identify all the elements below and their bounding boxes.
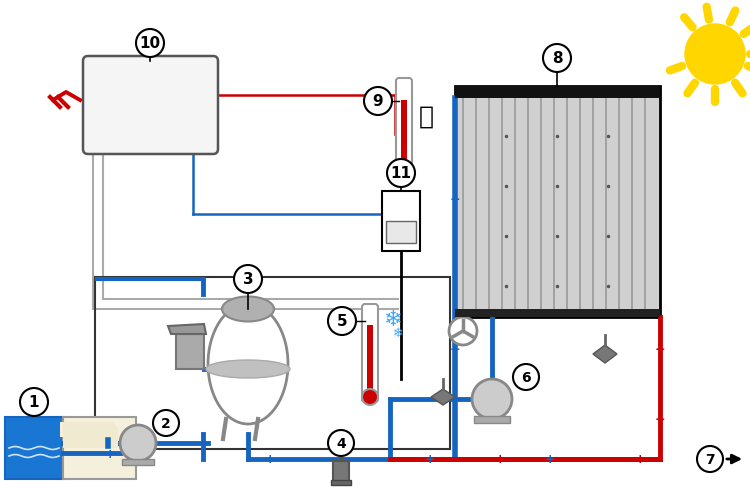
Ellipse shape xyxy=(206,360,290,378)
Circle shape xyxy=(685,25,745,85)
Circle shape xyxy=(234,265,262,293)
Text: 11: 11 xyxy=(391,166,412,181)
Bar xyxy=(122,459,154,465)
Bar xyxy=(455,87,660,317)
Text: 6: 6 xyxy=(521,370,531,384)
Circle shape xyxy=(543,45,571,73)
Bar xyxy=(5,417,63,479)
FancyBboxPatch shape xyxy=(396,79,412,178)
Text: +: + xyxy=(544,452,555,466)
Circle shape xyxy=(328,430,354,456)
Ellipse shape xyxy=(222,297,274,322)
Bar xyxy=(95,278,450,449)
Text: 5: 5 xyxy=(337,314,347,329)
Text: 2: 2 xyxy=(161,416,171,430)
Bar xyxy=(455,87,660,99)
Bar xyxy=(333,461,349,483)
Text: 7: 7 xyxy=(705,452,715,466)
Bar xyxy=(455,309,660,317)
Text: +: + xyxy=(655,343,665,356)
Text: 4: 4 xyxy=(336,436,346,450)
FancyBboxPatch shape xyxy=(362,305,378,402)
Bar xyxy=(331,480,351,485)
Circle shape xyxy=(449,317,477,346)
Text: +: + xyxy=(105,447,116,461)
Text: +: + xyxy=(495,452,506,466)
Bar xyxy=(382,192,420,251)
Circle shape xyxy=(396,163,412,180)
Text: 9: 9 xyxy=(373,94,383,109)
Text: 1: 1 xyxy=(28,395,39,409)
Bar xyxy=(474,416,510,423)
Circle shape xyxy=(136,30,164,58)
Text: 🔥: 🔥 xyxy=(419,105,434,129)
Circle shape xyxy=(364,88,392,116)
Circle shape xyxy=(362,389,378,405)
Ellipse shape xyxy=(208,305,288,424)
Text: ❄: ❄ xyxy=(382,309,401,329)
Circle shape xyxy=(20,388,48,416)
Text: +: + xyxy=(694,452,705,466)
Text: +: + xyxy=(450,343,460,356)
Circle shape xyxy=(120,425,156,461)
Text: +: + xyxy=(265,452,275,466)
Text: +: + xyxy=(634,452,645,466)
Bar xyxy=(60,422,68,437)
Circle shape xyxy=(697,446,723,472)
Bar xyxy=(386,222,416,244)
FancyBboxPatch shape xyxy=(83,57,218,155)
Text: 8: 8 xyxy=(552,51,562,66)
Circle shape xyxy=(328,307,356,335)
Circle shape xyxy=(513,364,539,390)
Polygon shape xyxy=(593,346,617,363)
Bar xyxy=(401,101,407,170)
Text: 10: 10 xyxy=(140,37,160,51)
Circle shape xyxy=(472,379,512,419)
Circle shape xyxy=(153,410,179,436)
Bar xyxy=(176,334,204,369)
Text: 3: 3 xyxy=(243,272,254,287)
Text: +: + xyxy=(424,452,435,466)
Bar xyxy=(63,417,136,479)
Text: +: + xyxy=(450,193,460,206)
Polygon shape xyxy=(168,325,206,334)
Polygon shape xyxy=(63,422,118,448)
Bar xyxy=(367,325,373,394)
Polygon shape xyxy=(431,389,455,405)
Circle shape xyxy=(387,160,415,187)
Text: ❄: ❄ xyxy=(393,327,404,340)
Text: +: + xyxy=(655,413,665,426)
